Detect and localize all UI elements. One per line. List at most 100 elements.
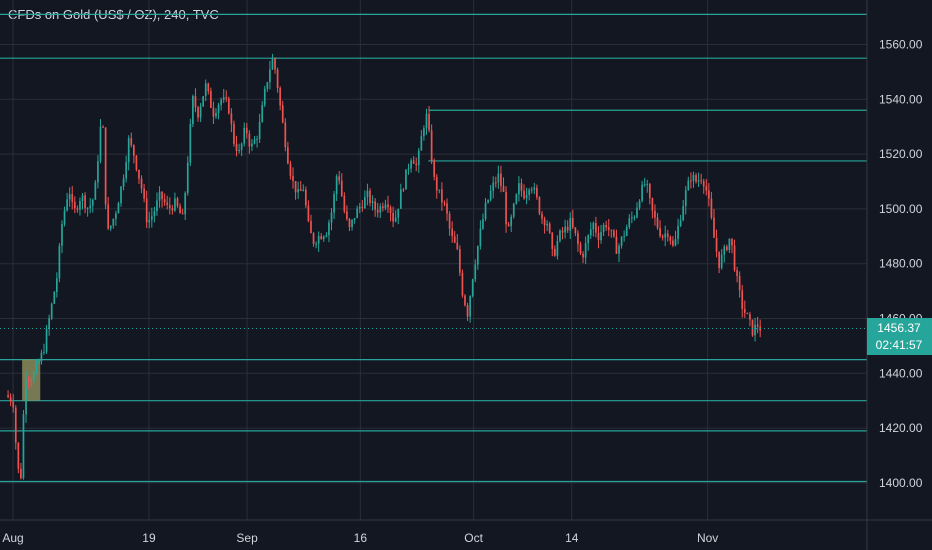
candle-body [428, 113, 430, 131]
x-tick-label: 14 [565, 531, 579, 545]
candle-body [613, 230, 615, 237]
candle-body [474, 264, 477, 280]
y-tick-label: 1560.00 [879, 38, 923, 52]
candle-body [646, 183, 649, 185]
candle-body [184, 192, 187, 215]
candle-body [79, 201, 81, 210]
candle-body [271, 58, 274, 70]
candle-body [389, 207, 392, 214]
candle-body [651, 198, 654, 211]
candle-body [9, 397, 12, 402]
x-tick-label: 16 [354, 531, 368, 545]
candle-body [561, 230, 564, 233]
candle-body [81, 195, 84, 202]
candle-body [556, 240, 559, 256]
grid-layer [0, 0, 867, 520]
candle-body [659, 227, 661, 236]
candle-body [536, 187, 538, 198]
price-tag-countdown: 02:41:57 [876, 338, 923, 352]
candle-body [587, 235, 590, 244]
candle-body [227, 98, 230, 114]
candle-body [512, 203, 515, 217]
candle-body [258, 121, 261, 140]
candle-body [235, 143, 238, 151]
price-tag-value: 1456.37 [877, 321, 921, 335]
candle-body [559, 230, 561, 241]
candle-body [35, 362, 38, 373]
candle-body [718, 251, 720, 269]
candle-body [482, 219, 484, 229]
candle-body [68, 194, 71, 200]
candle-body [381, 206, 384, 209]
candle-body [664, 233, 667, 238]
candle-body [502, 185, 505, 192]
candle-body [551, 232, 554, 249]
candle-body [192, 96, 194, 125]
candle-body [343, 195, 346, 212]
x-tick-label: Aug [2, 531, 23, 545]
candle-body [168, 205, 171, 209]
candle-body [654, 210, 656, 218]
candle-body [690, 180, 692, 182]
candle-body [58, 245, 61, 279]
candle-body [494, 182, 497, 184]
candle-body [186, 162, 189, 193]
candle-body [304, 189, 307, 206]
candle-body [212, 107, 215, 117]
candle-body [361, 206, 364, 209]
candle-body [736, 270, 738, 277]
candle-body [335, 176, 338, 195]
x-tick-label: Oct [464, 531, 483, 545]
candle-body [71, 194, 74, 202]
candle-body [546, 223, 548, 226]
candle-body [749, 313, 751, 320]
candle-body [330, 212, 333, 223]
candle-body [684, 190, 687, 207]
candle-body [584, 243, 587, 258]
candle-body [741, 290, 744, 309]
candle-body [356, 208, 359, 218]
candle-body [484, 202, 487, 220]
candle-body [312, 233, 315, 244]
candle-body [410, 160, 412, 169]
candle-body [40, 352, 43, 362]
candle-body [435, 176, 438, 191]
candle-body [199, 106, 202, 118]
candle-body [602, 225, 605, 233]
candle-body [135, 155, 138, 170]
candle-body [479, 228, 482, 247]
candle-body [715, 237, 718, 252]
candle-body [171, 208, 174, 211]
candle-body [638, 200, 641, 208]
candle-body [415, 163, 418, 166]
candle-body [158, 191, 161, 201]
candle-body [202, 96, 205, 107]
price-tag-bg [867, 318, 932, 355]
candle-body [430, 130, 433, 162]
candle-body [553, 248, 556, 256]
y-tick-label: 1440.00 [879, 366, 923, 380]
candle-body [251, 143, 253, 147]
candle-body [518, 183, 520, 195]
candle-body [677, 225, 679, 240]
y-tick-label: 1400.00 [879, 476, 923, 490]
candle-body [471, 279, 474, 297]
candle-body [84, 195, 86, 209]
candle-body [510, 216, 513, 227]
candle-body [22, 414, 25, 479]
candle-body [302, 189, 305, 191]
candle-body [525, 194, 528, 199]
candle-body [17, 442, 20, 469]
candle-body [751, 319, 754, 336]
candle-body [412, 160, 415, 164]
candle-body [756, 324, 759, 327]
candle-body [399, 189, 402, 209]
candle-body [217, 104, 220, 113]
candle-body [287, 147, 289, 164]
candle-body [620, 236, 623, 246]
candle-body [122, 178, 125, 187]
candle-body [351, 219, 353, 228]
candle-body [358, 206, 361, 209]
candle-body [648, 183, 651, 199]
